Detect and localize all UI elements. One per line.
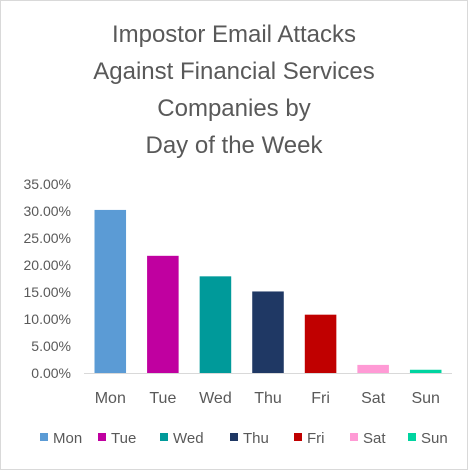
legend-swatch-wed bbox=[160, 433, 168, 441]
legend-label-thu: Thu bbox=[243, 430, 269, 447]
x-axis: Mon Tue Wed Thu Fri Sat Sun bbox=[95, 390, 440, 407]
legend-label-wed: Wed bbox=[173, 430, 204, 447]
bar-mon bbox=[94, 209, 127, 373]
y-tick-label: 35.00% bbox=[24, 176, 71, 192]
legend-label-tue: Tue bbox=[111, 430, 136, 447]
y-tick-label: 5.00% bbox=[31, 338, 71, 354]
bar-sat bbox=[357, 364, 389, 373]
title-line-3: Companies by bbox=[157, 95, 310, 122]
bar-wed bbox=[199, 276, 232, 373]
legend-swatch-fri bbox=[294, 433, 302, 441]
legend-label-fri: Fri bbox=[307, 430, 325, 447]
y-tick-label: 10.00% bbox=[24, 311, 71, 327]
legend-swatch-tue bbox=[98, 433, 106, 441]
x-tick-label: Fri bbox=[311, 390, 330, 407]
legend-label-sun: Sun bbox=[421, 430, 448, 447]
legend-swatch-thu bbox=[230, 433, 238, 441]
legend-label-sat: Sat bbox=[363, 430, 386, 447]
bar-thu bbox=[252, 291, 284, 373]
x-tick-label: Mon bbox=[95, 390, 126, 407]
bars bbox=[94, 209, 442, 373]
x-tick-label: Thu bbox=[254, 390, 282, 407]
y-axis: 0.00% 5.00% 10.00% 15.00% 20.00% 25.00% 30.00%… bbox=[24, 176, 71, 381]
chart-title: Impostor Email Attacks Against Financial… bbox=[93, 21, 374, 159]
title-line-1: Impostor Email Attacks bbox=[112, 21, 356, 48]
legend-label-mon: Mon bbox=[53, 430, 82, 447]
legend-swatch-sat bbox=[350, 433, 358, 441]
x-tick-label: Sun bbox=[411, 390, 439, 407]
title-line-2: Against Financial Services bbox=[93, 58, 374, 85]
x-tick-label: Sat bbox=[361, 390, 386, 407]
x-tick-label: Wed bbox=[199, 390, 232, 407]
legend-swatch-mon bbox=[40, 433, 48, 441]
y-tick-label: 15.00% bbox=[24, 284, 71, 300]
title-line-4: Day of the Week bbox=[146, 132, 324, 159]
y-tick-label: 25.00% bbox=[24, 230, 71, 246]
bar-tue bbox=[147, 255, 179, 373]
y-tick-label: 30.00% bbox=[24, 203, 71, 219]
bar-fri bbox=[304, 314, 337, 373]
y-tick-label: 20.00% bbox=[24, 257, 71, 273]
x-tick-label: Tue bbox=[149, 390, 176, 407]
y-tick-label: 0.00% bbox=[31, 365, 71, 381]
bar-sun bbox=[409, 369, 442, 373]
legend: Mon Tue Wed Thu Fri Sat Sun bbox=[40, 430, 448, 447]
legend-swatch-sun bbox=[408, 433, 416, 441]
